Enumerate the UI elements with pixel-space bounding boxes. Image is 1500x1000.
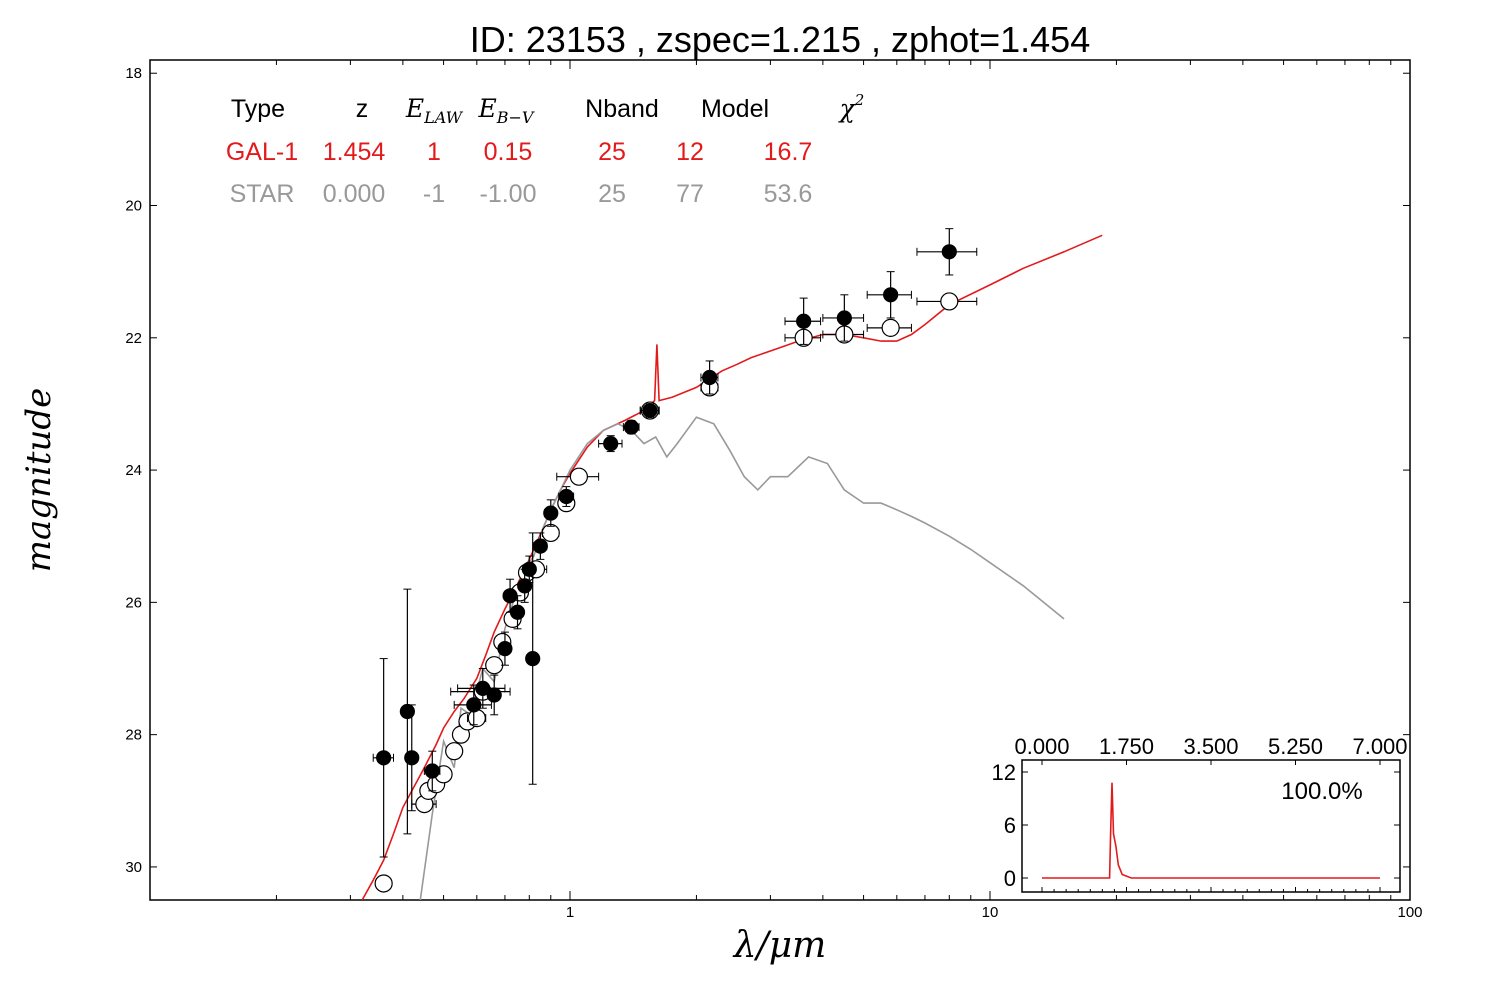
model-point bbox=[445, 742, 464, 761]
model-point bbox=[940, 292, 959, 311]
observed-point bbox=[475, 680, 491, 696]
legend-cell-gal: 1.454 bbox=[323, 138, 386, 166]
x-tick-label: 10 bbox=[982, 904, 999, 921]
legend-header: z bbox=[356, 95, 369, 123]
legend-header: Model bbox=[701, 95, 769, 123]
legend-cell-gal: 16.7 bbox=[764, 138, 813, 166]
legend-cell-gal: 0.15 bbox=[484, 138, 533, 166]
pdz-curve bbox=[1042, 782, 1380, 879]
legend-header: ELAW bbox=[405, 94, 464, 127]
x-axis-label: λ/μm bbox=[732, 925, 826, 966]
legend-header: χ2 bbox=[838, 91, 865, 123]
observed-point bbox=[558, 488, 574, 505]
observed-point bbox=[497, 641, 513, 657]
inset-x-tick-label: 3.500 bbox=[1183, 734, 1238, 759]
galaxy-template-line bbox=[361, 234, 1103, 900]
inset-x-tick-label: 0.000 bbox=[1014, 734, 1069, 759]
model-point bbox=[374, 874, 393, 893]
observed-point bbox=[424, 763, 440, 779]
model-point bbox=[569, 467, 588, 486]
observed-point bbox=[399, 703, 415, 720]
y-tick-label: 26 bbox=[125, 594, 142, 611]
legend-cell-gal: GAL-1 bbox=[226, 138, 298, 166]
observed-point bbox=[603, 436, 619, 452]
observed-point bbox=[796, 313, 812, 329]
y-axis-label: magnitude bbox=[19, 388, 59, 573]
observed-point bbox=[623, 419, 639, 435]
y-tick-label: 30 bbox=[125, 859, 142, 876]
observed-point bbox=[466, 697, 482, 713]
legend-cell-gal: 1 bbox=[427, 138, 441, 166]
inset-y-tick-label: 12 bbox=[992, 760, 1016, 785]
legend-header: Type bbox=[231, 95, 285, 123]
legend-cell-gal: 12 bbox=[676, 138, 704, 166]
legend-cell-star: -1 bbox=[423, 180, 445, 208]
inset-x-tick-label: 5.250 bbox=[1268, 734, 1323, 759]
legend-cell-star: -1.00 bbox=[480, 180, 537, 208]
star-template-line bbox=[419, 416, 1065, 900]
legend-header: Nband bbox=[585, 95, 659, 123]
observed-point bbox=[521, 561, 537, 577]
observed-point bbox=[883, 287, 899, 303]
fit-legend-table: Type z ELAW EB−V Nband Model χ2 GAL-1 1.454 1 0.15… bbox=[226, 91, 864, 208]
pdz-annotation: 100.0% bbox=[1281, 778, 1362, 805]
legend-header: EB−V bbox=[478, 94, 535, 127]
observed-point bbox=[486, 687, 502, 703]
observed-point bbox=[702, 369, 718, 386]
observed-point bbox=[509, 604, 526, 620]
inset-y-tick-label: 6 bbox=[1004, 813, 1016, 838]
inset-y-tick-label: 0 bbox=[1004, 866, 1016, 891]
inset-frame bbox=[1021, 759, 1401, 893]
observed-point bbox=[836, 310, 852, 326]
x-tick-label: 1 bbox=[566, 904, 574, 921]
y-tick-label: 20 bbox=[125, 198, 142, 215]
x-tick-label: 100 bbox=[1397, 904, 1422, 921]
inset-x-tick-label: 1.750 bbox=[1099, 734, 1154, 759]
legend-cell-star: 53.6 bbox=[764, 180, 813, 208]
legend-cell-gal: 25 bbox=[598, 138, 626, 166]
legend-cell-star: STAR bbox=[230, 180, 295, 208]
y-tick-label: 24 bbox=[125, 462, 142, 479]
chart-title: ID: 23153 , zspec=1.215 , zphot=1.454 bbox=[470, 19, 1090, 60]
pdz-inset-axes: 0.000 1.750 3.500 5.250 7.000 0 6 12 100.0% bbox=[992, 734, 1408, 893]
observed-point bbox=[404, 750, 420, 766]
plot-frame bbox=[149, 59, 1411, 901]
observed-point bbox=[941, 244, 957, 260]
y-tick-label: 28 bbox=[125, 727, 142, 744]
observed-point bbox=[525, 650, 541, 667]
legend-cell-star: 0.000 bbox=[323, 180, 386, 208]
observed-point bbox=[642, 402, 658, 419]
model-point bbox=[467, 709, 486, 728]
model-point bbox=[485, 656, 504, 675]
observed-point bbox=[376, 750, 392, 766]
legend-cell-star: 77 bbox=[676, 180, 704, 208]
plot-area bbox=[361, 228, 1103, 900]
observed-point bbox=[532, 538, 548, 554]
inset-x-tick-label: 7.000 bbox=[1352, 734, 1407, 759]
legend-cell-star: 25 bbox=[598, 180, 626, 208]
y-tick-label: 22 bbox=[125, 330, 142, 347]
model-point bbox=[881, 318, 900, 337]
model-point bbox=[541, 523, 560, 543]
y-tick-label: 18 bbox=[125, 65, 142, 82]
observed-point bbox=[543, 505, 559, 521]
